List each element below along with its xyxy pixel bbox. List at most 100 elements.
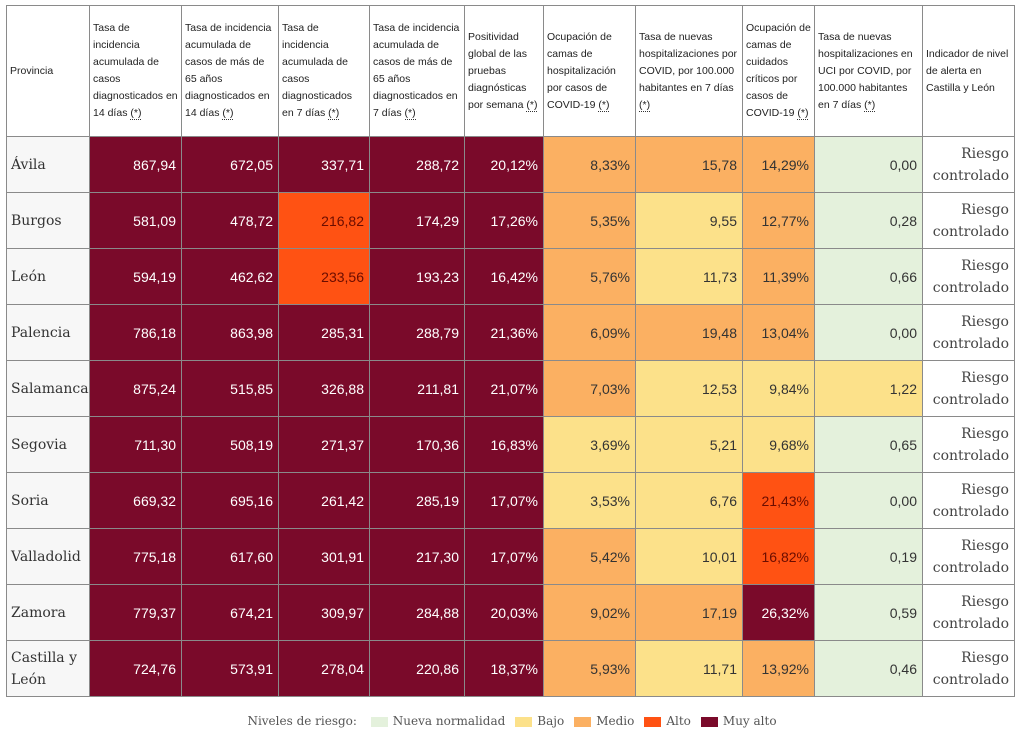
footnote-link[interactable]: (*) xyxy=(222,107,234,120)
legend-items: Nueva normalidad Bajo Medio Alto Muy alto xyxy=(361,714,777,728)
indicator-value: 1,22 xyxy=(814,360,923,417)
footnote-link[interactable]: (*) xyxy=(598,98,610,112)
legend-item-label: Nueva normalidad xyxy=(392,714,506,728)
risk-legend: Niveles de riesgo: Nueva normalidad Bajo M… xyxy=(0,714,1024,728)
legend-swatch xyxy=(574,716,592,727)
indicator-value: 0,00 xyxy=(814,136,923,193)
indicator-value: 26,32% xyxy=(742,584,815,641)
column-header: Tasa de incidencia acumulada de casos di… xyxy=(89,5,182,137)
indicator-value: 573,91 xyxy=(181,640,279,697)
indicator-value: 193,23 xyxy=(369,248,465,305)
indicator-value: 863,98 xyxy=(181,304,279,361)
alert-level: Riesgo controlado xyxy=(922,136,1015,193)
column-header-label: Tasa de incidencia acumulada de casos de… xyxy=(373,22,460,119)
legend-swatch xyxy=(515,716,533,727)
alert-level: Riesgo controlado xyxy=(922,192,1015,249)
legend-item: Medio xyxy=(574,714,634,728)
indicator-value: 9,02% xyxy=(543,584,636,641)
column-header: Tasa de incidencia acumulada de casos de… xyxy=(369,5,465,137)
indicator-value: 5,35% xyxy=(543,192,636,249)
table-row: Segovia 711,30 508,19 271,37 170,36 16,83% 3,6… xyxy=(6,416,1015,473)
indicator-value: 12,53 xyxy=(635,360,743,417)
province-name: León xyxy=(6,248,90,305)
indicator-value: 5,93% xyxy=(543,640,636,697)
footnote-link[interactable]: (*) xyxy=(130,107,142,120)
province-name: Valladolid xyxy=(6,528,90,585)
indicator-value: 309,97 xyxy=(278,584,370,641)
indicator-value: 5,76% xyxy=(543,248,636,305)
indicator-value: 695,16 xyxy=(181,472,279,529)
table-row: Salamanca 875,24 515,85 326,88 211,81 21,07% 7… xyxy=(6,360,1015,417)
column-header-label: Tasa de incidencia acumulada de casos de… xyxy=(185,22,272,119)
indicator-value: 672,05 xyxy=(181,136,279,193)
indicator-value: 13,04% xyxy=(742,304,815,361)
legend-item-label: Muy alto xyxy=(722,714,777,728)
indicator-value: 594,19 xyxy=(89,248,182,305)
province-name: Zamora xyxy=(6,584,90,641)
indicator-value: 233,56 xyxy=(278,248,370,305)
legend-label: Niveles de riesgo: xyxy=(247,714,357,728)
indicator-value: 508,19 xyxy=(181,416,279,473)
alert-level: Riesgo controlado xyxy=(922,528,1015,585)
indicator-value: 0,59 xyxy=(814,584,923,641)
indicator-value: 17,26% xyxy=(464,192,544,249)
indicator-value: 13,92% xyxy=(742,640,815,697)
column-header-label: Provincia xyxy=(10,64,54,77)
indicator-value: 21,36% xyxy=(464,304,544,361)
province-name: Burgos xyxy=(6,192,90,249)
indicator-value: 278,04 xyxy=(278,640,370,697)
table-row: Burgos 581,09 478,72 216,82 174,29 17,26% 5,35… xyxy=(6,192,1015,249)
column-header-label: Tasa de incidencia acumulada de casos di… xyxy=(282,22,353,119)
indicator-value: 786,18 xyxy=(89,304,182,361)
indicator-value: 20,03% xyxy=(464,584,544,641)
indicator-value: 261,42 xyxy=(278,472,370,529)
table-row: Zamora 779,37 674,21 309,97 284,88 20,03% 9,02… xyxy=(6,584,1015,641)
indicator-value: 9,55 xyxy=(635,192,743,249)
indicator-value: 867,94 xyxy=(89,136,182,193)
indicator-value: 617,60 xyxy=(181,528,279,585)
indicator-value: 16,82% xyxy=(742,528,815,585)
indicator-value: 6,76 xyxy=(635,472,743,529)
indicator-value: 16,83% xyxy=(464,416,544,473)
indicator-value: 775,18 xyxy=(89,528,182,585)
alert-level: Riesgo controlado xyxy=(922,304,1015,361)
alert-level: Riesgo controlado xyxy=(922,640,1015,697)
column-header: Tasa de nuevas hospitalizaciones por COV… xyxy=(635,5,743,137)
column-header: Indicador de nivel de alerta en Castilla… xyxy=(922,5,1015,137)
indicator-value: 337,71 xyxy=(278,136,370,193)
column-header-label: Tasa de nuevas hospitalizaciones por COV… xyxy=(639,30,738,94)
footnote-link[interactable]: (*) xyxy=(526,98,538,112)
indicator-value: 220,86 xyxy=(369,640,465,697)
indicator-value: 12,77% xyxy=(742,192,815,249)
indicator-value: 3,69% xyxy=(543,416,636,473)
column-header: Positividad global de las pruebas diagnó… xyxy=(464,5,544,137)
indicator-value: 15,78 xyxy=(635,136,743,193)
indicator-value: 271,37 xyxy=(278,416,370,473)
alert-level: Riesgo controlado xyxy=(922,472,1015,529)
indicator-value: 724,76 xyxy=(89,640,182,697)
indicator-value: 515,85 xyxy=(181,360,279,417)
column-header: Ocupación de camas de cuidados críticos … xyxy=(742,5,815,137)
indicator-value: 11,71 xyxy=(635,640,743,697)
column-header: Tasa de incidencia acumulada de casos de… xyxy=(181,5,279,137)
indicator-value: 462,62 xyxy=(181,248,279,305)
indicator-value: 17,19 xyxy=(635,584,743,641)
column-header-label: Ocupación de camas de hospitalización po… xyxy=(547,30,616,111)
footnote-link[interactable]: (*) xyxy=(328,107,340,120)
legend-item: Muy alto xyxy=(700,714,777,728)
indicator-value: 11,73 xyxy=(635,248,743,305)
indicators-table-container: Provincia Tasa de incidencia acumulada de… xyxy=(6,5,1015,697)
footnote-link[interactable]: (*) xyxy=(639,98,651,112)
indicator-value: 7,03% xyxy=(543,360,636,417)
table-row: Palencia 786,18 863,98 285,31 288,79 21,36% 6,… xyxy=(6,304,1015,361)
indicator-value: 711,30 xyxy=(89,416,182,473)
indicator-value: 216,82 xyxy=(278,192,370,249)
footnote-link[interactable]: (*) xyxy=(864,98,876,112)
footnote-link[interactable]: (*) xyxy=(404,107,416,120)
indicator-value: 9,84% xyxy=(742,360,815,417)
footnote-link[interactable]: (*) xyxy=(797,107,809,120)
indicator-value: 3,53% xyxy=(543,472,636,529)
indicator-value: 288,72 xyxy=(369,136,465,193)
legend-item: Bajo xyxy=(515,714,564,728)
indicator-value: 285,19 xyxy=(369,472,465,529)
